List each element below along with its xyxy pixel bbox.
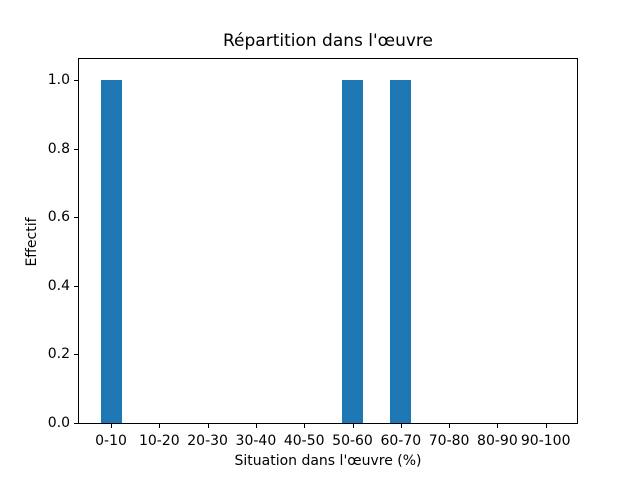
x-tick — [304, 424, 306, 428]
x-tick — [352, 424, 354, 428]
x-tick — [159, 424, 161, 428]
x-tick — [400, 424, 402, 428]
x-tick-label: 70-80 — [428, 433, 470, 449]
x-tick — [207, 424, 209, 428]
x-tick-label: 50-60 — [332, 433, 373, 449]
y-tick — [74, 80, 78, 81]
bar-60-70 — [390, 80, 412, 423]
x-axis-label: Situation dans l'œuvre (%) — [234, 453, 422, 469]
y-tick-label: 0.4 — [47, 277, 70, 294]
x-tick-label: 40-50 — [283, 433, 325, 449]
x-tick-label: 0-10 — [95, 433, 127, 449]
x-tick-label: 30-40 — [235, 433, 277, 449]
y-tick-label: 0.6 — [47, 209, 70, 226]
y-tick — [74, 354, 78, 356]
y-tick-label: 1.0 — [47, 72, 70, 88]
x-tick-label: 90-100 — [520, 433, 571, 449]
bar-0-10 — [100, 80, 122, 423]
y-tick — [74, 148, 78, 150]
x-tick-label: 80-90 — [477, 433, 518, 449]
x-tick — [545, 424, 547, 428]
y-tick-label: 0.0 — [47, 415, 70, 431]
plot-area — [78, 58, 578, 424]
bar-50-60 — [342, 80, 363, 423]
x-tick-label: 60-70 — [380, 433, 422, 449]
x-tick — [497, 424, 499, 428]
x-tick-label: 20-30 — [187, 433, 228, 449]
y-tick — [74, 217, 78, 219]
x-tick — [449, 424, 451, 428]
x-tick-label: 10-20 — [138, 433, 180, 449]
x-tick — [255, 424, 257, 428]
y-tick-label: 0.8 — [47, 140, 70, 157]
y-tick-label: 0.2 — [47, 346, 70, 363]
y-tick — [74, 285, 78, 287]
y-tick — [74, 423, 78, 424]
x-tick — [111, 424, 112, 428]
chart-title: Répartition dans l'œuvre — [222, 31, 433, 51]
